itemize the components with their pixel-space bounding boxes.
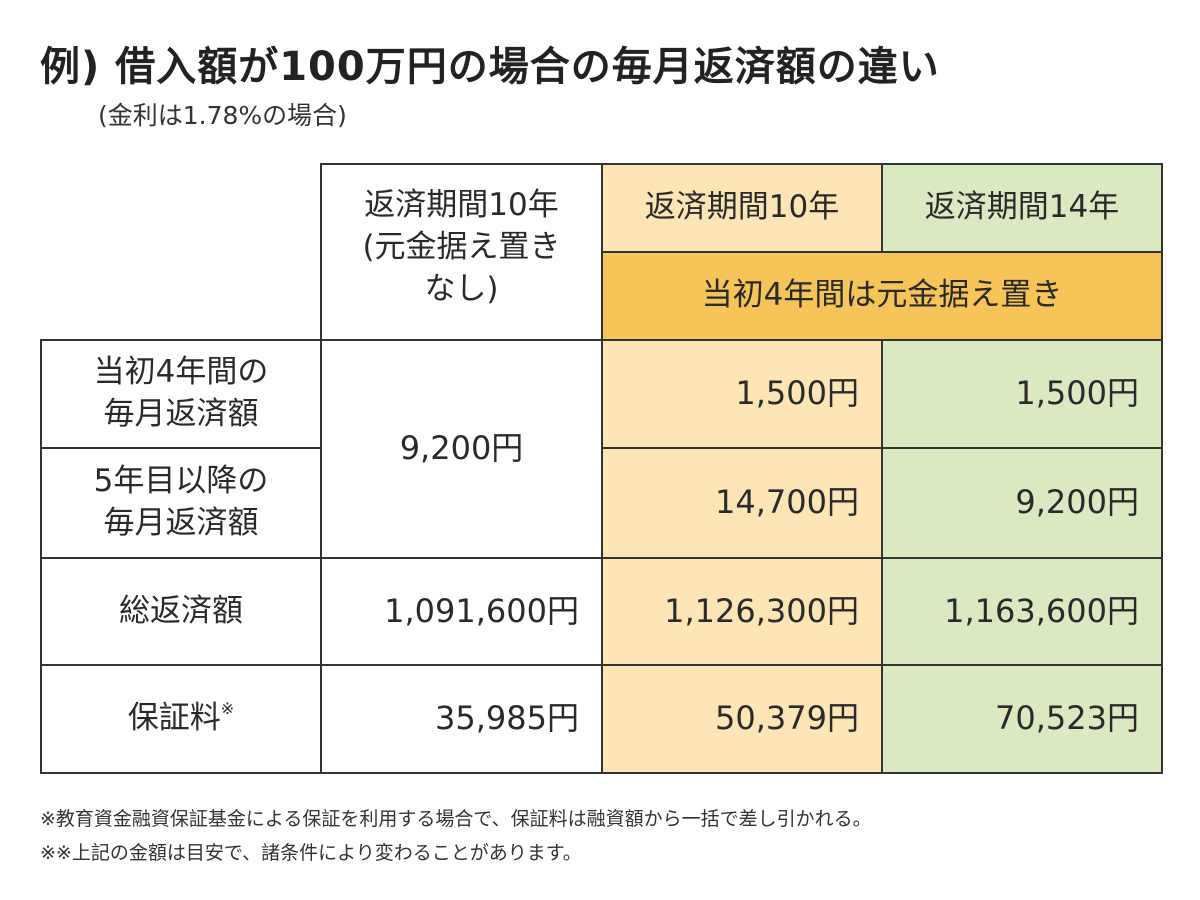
cell-fee-10yr: 50,379円 bbox=[601, 664, 883, 774]
guarantee-fee-label: 保証料 bbox=[127, 700, 221, 737]
guarantee-fee-footnote-mark: ※ bbox=[220, 699, 235, 719]
repayment-comparison-table: 返済期間10年 (元金据え置き なし) 返済期間10年 返済期間14年 当初4年… bbox=[40, 163, 1163, 774]
row-label-initial-monthly: 当初4年間の 毎月返済額 bbox=[40, 339, 322, 449]
table-corner-empty bbox=[41, 164, 322, 341]
row-label-later-monthly: 5年目以降の 毎月返済額 bbox=[40, 447, 322, 559]
cell-initial-monthly-10yr: 1,500円 bbox=[601, 339, 883, 449]
cell-fee-14yr: 70,523円 bbox=[881, 664, 1163, 774]
deferral-banner: 当初4年間は元金据え置き bbox=[601, 251, 1163, 341]
cell-total-10yr: 1,126,300円 bbox=[601, 557, 883, 666]
cell-total-14yr: 1,163,600円 bbox=[881, 557, 1163, 666]
header-10yr-deferral: 返済期間10年 bbox=[601, 163, 883, 253]
cell-initial-monthly-14yr: 1,500円 bbox=[881, 339, 1163, 449]
footnote-estimate: ※※上記の金額は目安で、諸条件により変わることがあります。 bbox=[40, 842, 582, 864]
header-10yr-no-deferral: 返済期間10年 (元金据え置き なし) bbox=[320, 163, 603, 341]
cell-total-no-deferral: 1,091,600円 bbox=[320, 557, 603, 666]
cell-fee-no-deferral: 35,985円 bbox=[320, 664, 603, 774]
cell-later-monthly-14yr: 9,200円 bbox=[881, 447, 1163, 559]
interest-rate-note: (金利は1.78%の場合) bbox=[98, 101, 347, 130]
row-label-total-repayment: 総返済額 bbox=[40, 557, 322, 666]
row-label-guarantee-fee: 保証料※ bbox=[40, 664, 322, 774]
page-title: 例) 借入額が100万円の場合の毎月返済額の違い bbox=[40, 44, 940, 90]
cell-initial-monthly-no-deferral: 9,200円 bbox=[320, 339, 603, 559]
header-14yr-deferral: 返済期間14年 bbox=[881, 163, 1163, 253]
cell-later-monthly-10yr: 14,700円 bbox=[601, 447, 883, 559]
footnote-guarantee: ※教育資金融資保証基金による保証を利用する場合で、保証料は融資額から一括で差し引… bbox=[40, 808, 872, 830]
